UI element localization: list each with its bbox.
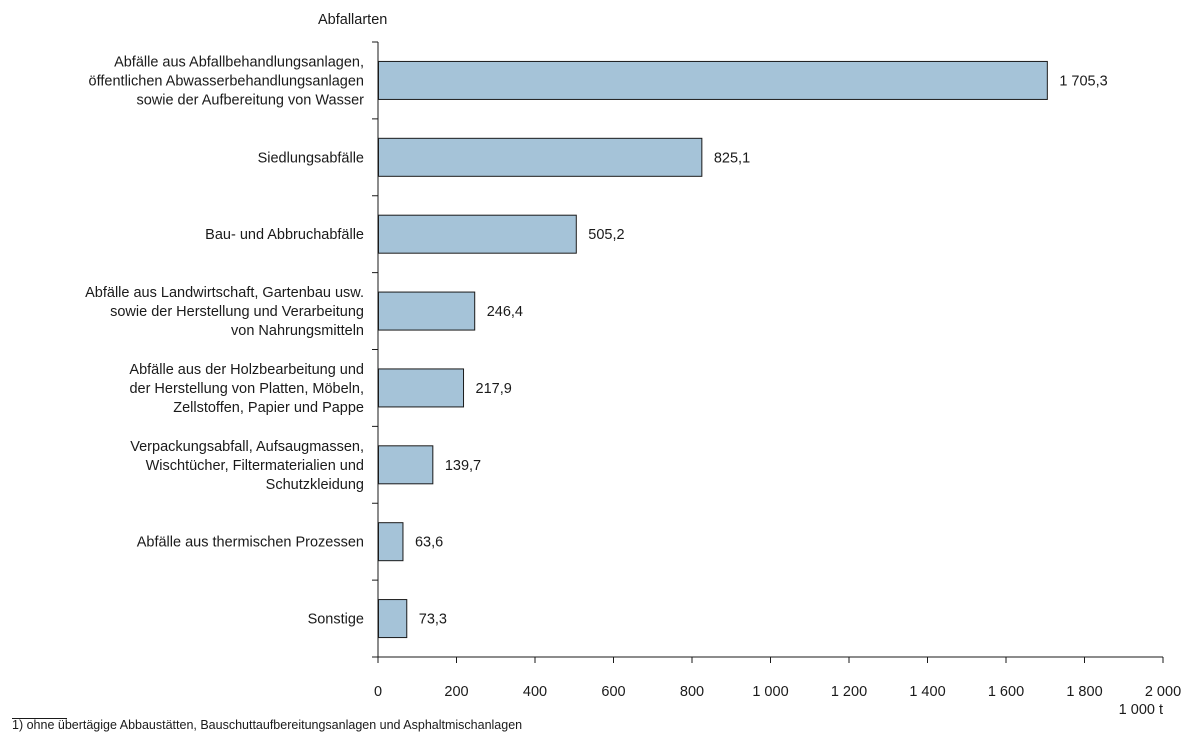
value-label: 217,9: [476, 381, 512, 397]
bar: [378, 291, 476, 331]
category-label: Abfälle aus Abfallbehandlungsanlagen, öff…: [89, 54, 365, 108]
x-tick-label: 1 600: [988, 684, 1024, 700]
value-label: 246,4: [487, 304, 523, 320]
category-label: Abfälle aus thermischen Prozessen: [137, 535, 364, 551]
category-label: Bau- und Abbruchabfälle: [205, 227, 364, 243]
value-label: 63,6: [415, 535, 443, 551]
value-label: 73,3: [419, 612, 447, 628]
x-tick-label: 2 000: [1145, 684, 1181, 700]
x-tick-label: 800: [680, 684, 704, 700]
bar: [378, 137, 703, 177]
x-tick-label: 1 800: [1066, 684, 1102, 700]
category-label: Abfälle aus der Holzbearbeitung und der H…: [129, 362, 364, 416]
bar: [378, 60, 1048, 100]
y-axis-title: Abfallarten: [318, 12, 387, 28]
x-tick-label: 400: [523, 684, 547, 700]
x-unit-label: 1 000 t: [1119, 702, 1163, 718]
category-label: Siedlungsabfälle: [258, 150, 364, 166]
value-label: 1 705,3: [1059, 73, 1107, 89]
bar: [378, 599, 408, 639]
x-tick-label: 1 200: [831, 684, 867, 700]
bar: [378, 445, 434, 485]
category-label: Abfälle aus Landwirtschaft, Gartenbau us…: [85, 285, 364, 339]
x-tick-label: 0: [374, 684, 382, 700]
category-label: Sonstige: [308, 612, 364, 628]
category-label: Verpackungsabfall, Aufsaugmassen, Wischtü…: [130, 439, 364, 493]
value-label: 139,7: [445, 458, 481, 474]
bar: [378, 214, 577, 254]
value-label: 505,2: [588, 227, 624, 243]
x-tick-label: 1 000: [752, 684, 788, 700]
value-label: 825,1: [714, 150, 750, 166]
bar: [378, 522, 404, 562]
footnote-rule: [12, 718, 67, 719]
footnote: 1) ohne übertägige Abbaustätten, Bauschu…: [12, 718, 523, 732]
x-tick-label: 1 400: [909, 684, 945, 700]
bar: [378, 368, 465, 408]
x-tick-label: 600: [601, 684, 625, 700]
x-tick-label: 200: [444, 684, 468, 700]
